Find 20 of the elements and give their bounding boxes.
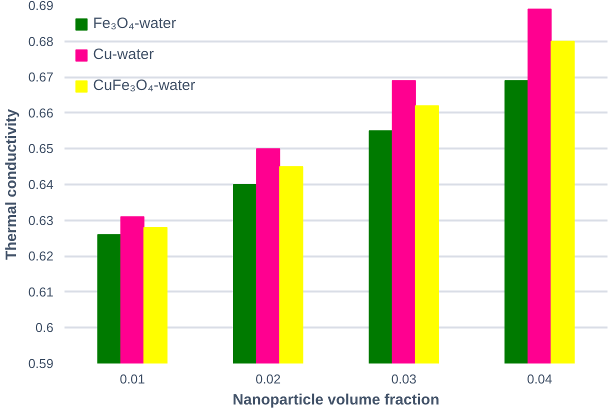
y-tick-label: 0.69 — [28, 0, 54, 13]
y-tick-label: 0.62 — [28, 248, 54, 264]
legend-label: Fe₃O₄-water — [93, 15, 176, 32]
y-tick-label: 0.66 — [28, 105, 54, 120]
x-tick-label: 0.02 — [255, 372, 281, 386]
x-tick-label: 0.04 — [526, 372, 552, 386]
y-tick-label: 0.68 — [28, 34, 54, 49]
y-tick-label: 0.64 — [28, 177, 54, 192]
legend-label: Cu-water — [93, 46, 154, 63]
x-axis-title: Nanoparticle volume fraction — [232, 392, 440, 408]
x-tick-label: 0.01 — [120, 372, 146, 386]
y-tick-label: 0.65 — [28, 141, 54, 156]
y-tick-label: 0.63 — [28, 212, 54, 228]
y-axis-title: Thermal conductivity — [3, 108, 20, 260]
y-tick-label: 0.59 — [28, 356, 54, 371]
y-tick-label: 0.67 — [28, 70, 54, 85]
y-tick-label: 0.61 — [28, 284, 54, 300]
legend-label: CuFe₃O₄-water — [93, 77, 196, 94]
y-tick-label: 0.6 — [35, 320, 54, 336]
x-tick-label: 0.03 — [391, 372, 417, 386]
